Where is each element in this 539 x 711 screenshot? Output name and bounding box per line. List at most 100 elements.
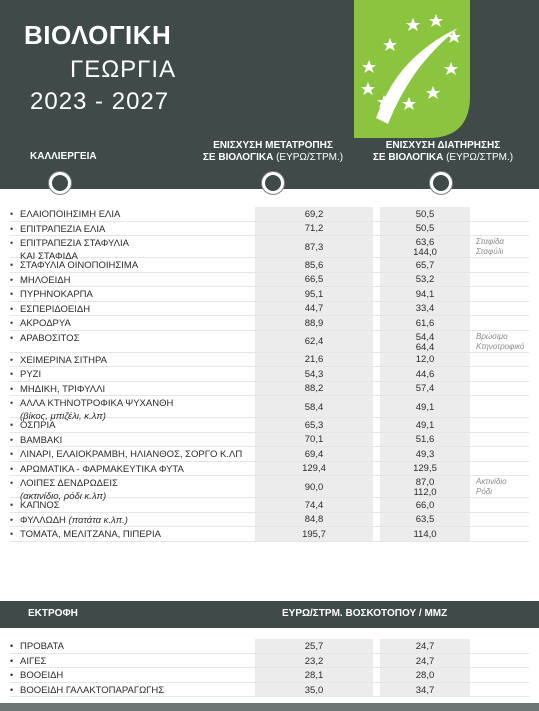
conversion-cell-bg [255,352,373,366]
maintenance-cell-bg [380,316,470,330]
maintenance-value: 66,0 [415,499,435,511]
bottom-bar [0,703,539,711]
maintenance-cell-bg [380,668,470,682]
maintenance-cell-bg [380,476,470,497]
maintenance-value: 57,4 [415,383,435,395]
crop-name: ΕΛΑΙΟΠΟΙΗΣΙΜΗ ΕΛΙΑ [10,209,249,220]
crop-name: ΦΥΛΛΩΔΗ (πατάτα κ.λπ.) [10,514,249,526]
table-row: ΕΣΠΕΡΙΔΟΕΙΔΗ 44,7 33,4 [10,301,529,316]
maintenance-value: 49,3 [415,448,435,460]
crop-name-text: ΕΠΙΤΡΑΠΕΖΙΑ ΕΛΙΑ [20,223,106,235]
table-row: ΣΤΑΦΥΛΙΑ ΟΙΝΟΠΟΙΗΣΙΜΑ 85,6 65,7 [10,258,529,273]
crop-name-text: ΦΥΛΛΩΔΗ [20,514,66,526]
star-icon [444,62,458,75]
star-icon [429,14,443,27]
table-row: ΜΗΛΟΕΙΔΗ 66,5 53,2 [10,272,529,287]
crop-name-text: ΑΡΩΜΑΤΙΚΑ - ΦΑΡΜΑΚΕΥΤΙΚΑ ΦΥΤΑ [20,463,184,475]
crop-name-text: ΕΣΠΕΡΙΔΟΕΙΔΗ [20,303,91,315]
star-icon [361,82,375,95]
variety-note-2: Κτηνοτροφικό [476,341,525,351]
maintenance-value-2: 112,0 [413,487,437,498]
crop-name: ΤΟΜΑΤΑ, ΜΕΛΙΤΖΑΝΑ, ΠΙΠΕΡΙΑ [10,529,249,540]
table-row: ΒΟΟΕΙΔΗ 28,1 28,0 [10,668,529,683]
crop-name-text: ΛΟΙΠΕΣ ΔΕΝΔΡΩΔΕΙΣ [20,478,118,489]
conversion-value: 71,2 [304,223,324,235]
maintenance-cell-bg [380,682,470,696]
table-row: ΦΥΛΛΩΔΗ (πατάτα κ.λπ.) 84,8 63,5 [10,512,529,527]
table-row: ΧΕΙΜΕΡΙΝΑ ΣΙΤΗΡΑ 21,6 12,0 [10,352,529,367]
table-row: ΤΟΜΑΤΑ, ΜΕΛΙΤΖΑΝΑ, ΠΙΠΕΡΙΑ 195,7 114,0 [10,527,529,542]
maintenance-value: 61,6 [415,317,435,329]
crop-name: ΟΣΠΡΙΑ [10,420,249,431]
livestock-name-text: ΒΟΟΕΙΔΗ [20,670,64,681]
maintenance-value: 49,1 [415,419,435,431]
maintenance-cell-bg [380,432,470,446]
crop-name-text: ΠΥΡΗΝΟΚΑΡΠΑ [20,289,93,300]
conversion-cell-bg [255,498,373,512]
conversion-cell-bg [255,432,373,446]
star-icon [426,86,440,99]
table-row: ΕΠΙΤΡΑΠΕΖΙΑ ΕΛΙΑ 71,2 50,5 [10,221,529,236]
conversion-value: 23,2 [304,655,324,667]
crop-name-text: ΕΛΑΙΟΠΟΙΗΣΙΜΗ ΕΛΙΑ [20,209,121,220]
crop-name: ΕΠΙΤΡΑΠΕΖΙΑ ΣΤΑΦΥΛΙΑ ΚΑΙ ΣΤΑΦΙΔΑ [10,238,249,262]
conversion-cell-bg [255,461,373,475]
maintenance-cell-bg [380,396,470,417]
column-header-conversion: ΕΝΙΣΧΥΣΗ ΜΕΤΑΤΡΟΠΗΣ ΣΕ ΒΙΟΛΟΓΙΚΑ (ΕΥΡΩ/Σ… [193,140,353,164]
maintenance-header-unit: (ΕΥΡΩ/ΣΤΡΜ.) [446,152,514,163]
conversion-cell-bg [255,682,373,696]
title-organic: ΒΙΟΛΟΓΙΚΗ [24,20,172,50]
conversion-cell-bg [255,527,373,541]
star-icon [383,38,397,51]
maintenance-cell-bg [380,512,470,526]
livestock-name: ΒΟΟΕΙΔΗ ΓΑΛΑΚΤΟΠΑΡΑΓΩΓΗΣ [10,684,165,696]
table-row: ΑΡΑΒΟΣΙΤΟΣ 62,4 54,464,4 ΒρώσιμοΚτηνοτροφικ… [10,330,529,353]
crop-name-subtitle: (ακτινίδιο, ρόδι κ.λπ) [20,491,107,502]
crop-name-text: ΡΥΖΙ [20,369,42,380]
conversion-value: 88,9 [304,317,324,329]
table-row: ΑΡΩΜΑΤΙΚΑ - ΦΑΡΜΑΚΕΥΤΙΚΑ ΦΥΤΑ 129,4 129,5 [10,461,529,476]
maintenance-value: 50,5 [415,208,435,220]
livestock-name-text: ΠΡΟΒΑΤΑ [20,641,64,652]
crop-name-text: ΤΟΜΑΤΑ, ΜΕΛΙΤΖΑΝΑ, ΠΙΠΕΡΙΑ [20,529,161,540]
variety-note-2: Σταφύλι [476,247,504,256]
maintenance-header-line2: ΣΕ ΒΙΟΛΟΓΙΚΑ [372,152,444,163]
variety-note: Σταφίδα [476,237,504,246]
livestock-name: ΠΡΟΒΑΤΑ [10,641,64,652]
maintenance-cell-bg [380,498,470,512]
maintenance-value: 49,1 [415,401,435,413]
conversion-cell-bg [255,301,373,315]
crop-name: ΑΡΑΒΟΣΙΤΟΣ [10,333,249,344]
conversion-cell-bg [255,639,373,653]
maintenance-cell-bg [380,639,470,653]
maintenance-cell-bg [380,207,470,221]
maintenance-value: 65,7 [415,259,435,271]
crop-name-note: (πατάτα κ.λπ.) [68,514,128,526]
maintenance-value: 87,0 [415,477,435,488]
maintenance-cell-bg [380,447,470,461]
table-row: ΠΥΡΗΝΟΚΑΡΠΑ 95,1 94,1 [10,287,529,302]
livestock-name: ΑΙΓΕΣ [10,656,46,667]
crop-name: ΠΥΡΗΝΟΚΑΡΠΑ [10,289,249,300]
maintenance-value: 12,0 [415,354,435,366]
conversion-value: 35,0 [304,684,324,696]
star-icon [447,30,461,43]
conversion-value: 66,5 [304,274,324,286]
table-row: ΜΗΔΙΚΗ, ΤΡΙΦΥΛΛΙ 88,2 57,4 [10,381,529,396]
crop-name-text: ΧΕΙΜΕΡΙΝΑ ΣΙΤΗΡΑ [20,354,107,366]
variety-note: Ακτινίδιο [476,477,507,486]
conversion-value: 84,8 [304,514,324,526]
conversion-value: 65,3 [304,419,324,431]
conversion-cell-bg [255,476,373,497]
maintenance-value: 129,5 [413,463,437,475]
conversion-value: 88,2 [304,383,324,395]
crop-name: ΕΠΙΤΡΑΠΕΖΙΑ ΕΛΙΑ [10,223,249,235]
maintenance-value: 114,0 [413,528,437,540]
conversion-value: 28,1 [304,670,324,681]
conversion-cell-bg [255,396,373,417]
livestock-name-text: ΒΟΟΕΙΔΗ ΓΑΛΑΚΤΟΠΑΡΑΓΩΓΗΣ [20,684,165,696]
conversion-value: 90,0 [304,481,324,493]
table-row: ΠΡΟΒΑΤΑ 25,7 24,7 [10,639,529,654]
maintenance-cell-bg [380,381,470,395]
